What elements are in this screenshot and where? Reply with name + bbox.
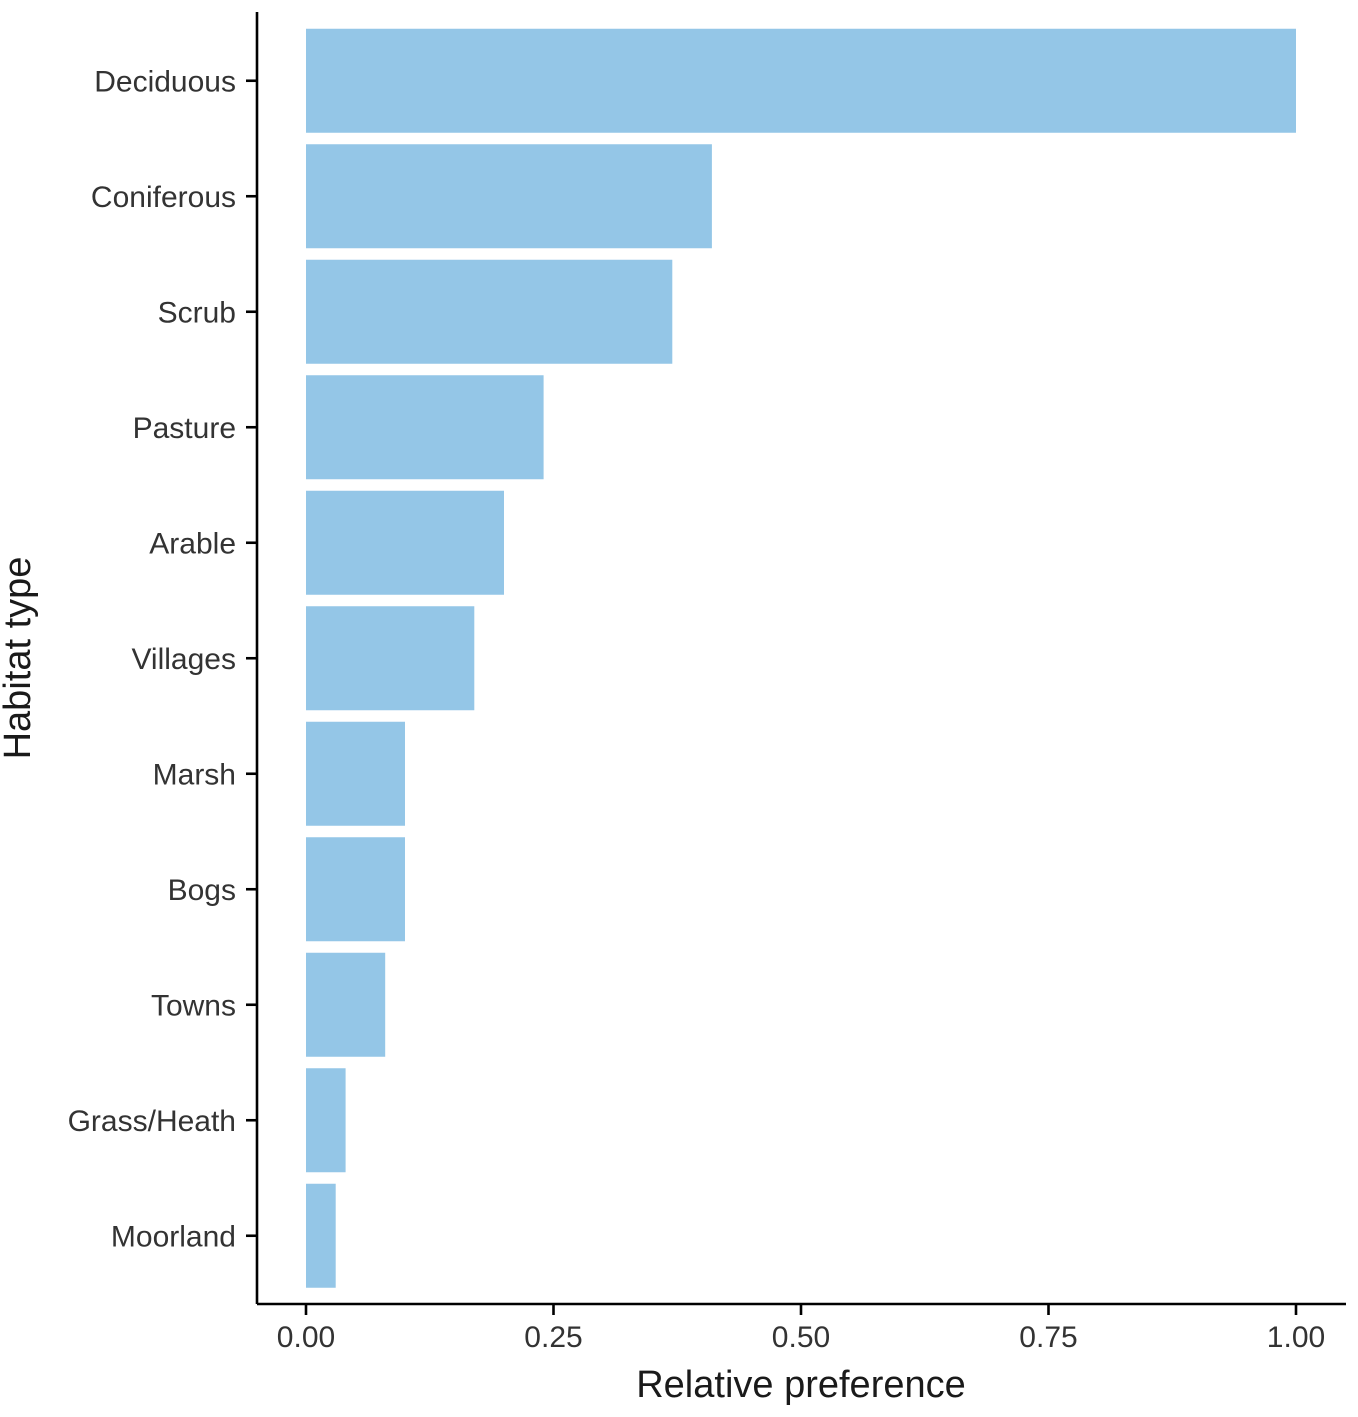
- bar-arable: [306, 490, 504, 595]
- x-tick-label: 1.00: [1267, 1321, 1325, 1354]
- bar-moorland: [306, 1183, 336, 1288]
- y-tick-label: Coniferous: [91, 181, 236, 214]
- y-tick-label: Arable: [149, 527, 236, 560]
- bar-grass-heath: [306, 1068, 346, 1173]
- y-tick-label: Marsh: [153, 758, 236, 791]
- x-axis: 0.00 0.25 0.50 0.75 1.00: [277, 1304, 1325, 1354]
- bar-marsh: [306, 721, 405, 826]
- bar-coniferous: [306, 144, 712, 249]
- bar-scrub: [306, 259, 673, 364]
- y-tick-label: Scrub: [158, 296, 236, 329]
- y-tick-label: Pasture: [133, 412, 236, 445]
- y-tick-label: Villages: [131, 643, 236, 676]
- y-axis: Deciduous Coniferous Scrub Pasture Arable Vil…: [68, 65, 257, 1253]
- x-tick-label: 0.25: [524, 1321, 582, 1354]
- x-tick-label: 0.50: [772, 1321, 830, 1354]
- bar-bogs: [306, 837, 405, 942]
- bar-towns: [306, 952, 386, 1057]
- y-tick-label: Towns: [151, 989, 236, 1022]
- x-tick-label: 0.75: [1019, 1321, 1077, 1354]
- y-axis-title: Habitat type: [0, 557, 39, 760]
- x-tick-label: 0.00: [277, 1321, 335, 1354]
- y-tick-label: Moorland: [111, 1220, 236, 1253]
- bar-villages: [306, 606, 475, 711]
- x-axis-title: Relative preference: [636, 1364, 966, 1406]
- bars-group: [306, 28, 1296, 1288]
- bar-deciduous: [306, 28, 1296, 133]
- y-tick-label: Grass/Heath: [68, 1105, 236, 1138]
- bar-pasture: [306, 375, 544, 480]
- y-tick-label: Bogs: [168, 874, 236, 907]
- y-tick-label: Deciduous: [94, 65, 236, 98]
